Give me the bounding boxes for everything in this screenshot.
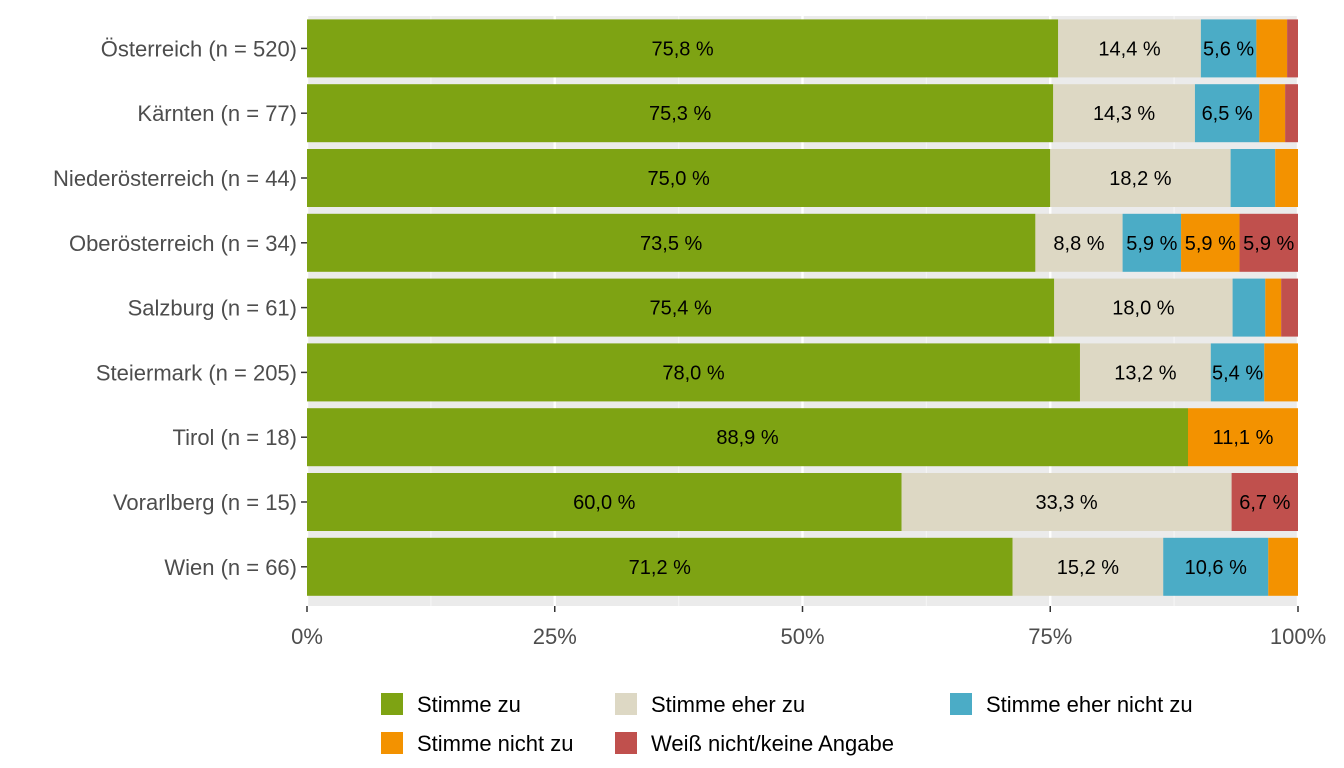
bar-segment bbox=[1281, 278, 1298, 337]
data-label: 60,0 % bbox=[573, 492, 635, 514]
bar-segment bbox=[1256, 19, 1288, 78]
data-label: 5,9 % bbox=[1185, 233, 1236, 255]
legend-swatch bbox=[381, 693, 403, 715]
bar-segment bbox=[1079, 343, 1211, 402]
bar-segment bbox=[901, 473, 1232, 531]
data-label: 8,8 % bbox=[1053, 233, 1104, 255]
legend-item: Weiß nicht/keine Angabe bbox=[615, 731, 894, 756]
data-label: 33,3 % bbox=[1035, 492, 1097, 514]
data-label: 5,4 % bbox=[1212, 362, 1263, 384]
bar-segment bbox=[307, 84, 1054, 143]
data-label: 14,4 % bbox=[1098, 38, 1160, 60]
data-label: 14,3 % bbox=[1093, 103, 1155, 125]
bar-segment bbox=[1163, 537, 1269, 596]
bar-segment bbox=[1035, 213, 1123, 272]
data-label: 5,9 % bbox=[1243, 233, 1294, 255]
bar-segment bbox=[307, 408, 1188, 467]
legend-swatch bbox=[950, 693, 972, 715]
category-label: Steiermark (n = 205) bbox=[96, 360, 297, 385]
legend-swatch bbox=[381, 732, 403, 754]
category-label: Vorarlberg (n = 15) bbox=[113, 490, 297, 515]
bar-segment bbox=[1012, 537, 1164, 596]
bar-segment bbox=[1210, 343, 1265, 402]
x-tick-label: 50% bbox=[780, 624, 824, 649]
bar-segment bbox=[307, 473, 902, 531]
data-label: 75,3 % bbox=[649, 103, 711, 125]
data-label: 15,2 % bbox=[1057, 557, 1119, 579]
legend-label: Stimme nicht zu bbox=[417, 731, 574, 756]
data-label: 10,6 % bbox=[1185, 557, 1247, 579]
legend-item: Stimme eher zu bbox=[615, 692, 805, 717]
data-label: 78,0 % bbox=[662, 362, 724, 384]
legend-item: Stimme nicht zu bbox=[381, 731, 574, 756]
bar-segment bbox=[1264, 343, 1298, 402]
data-label: 6,7 % bbox=[1239, 492, 1290, 514]
bar-segment bbox=[1187, 408, 1298, 467]
category-label: Niederösterreich (n = 44) bbox=[53, 166, 297, 191]
data-label: 71,2 % bbox=[629, 557, 691, 579]
bar-segment bbox=[307, 537, 1013, 596]
bar-segment bbox=[1231, 473, 1298, 531]
legend-swatch bbox=[615, 732, 637, 754]
bar-segment bbox=[1239, 213, 1298, 272]
legend-item: Stimme zu bbox=[381, 692, 521, 717]
legend-item: Stimme eher nicht zu bbox=[950, 692, 1193, 717]
data-label: 18,0 % bbox=[1112, 298, 1174, 320]
data-label: 88,9 % bbox=[716, 427, 778, 449]
legend: Stimme zu Stimme eher zu Stimme eher nicht… bbox=[381, 692, 1193, 756]
category-label: Kärnten (n = 77) bbox=[137, 101, 297, 126]
bar-segment bbox=[1285, 84, 1298, 143]
data-label: 75,4 % bbox=[649, 298, 711, 320]
bar-segment bbox=[1054, 278, 1233, 337]
legend-swatch bbox=[615, 693, 637, 715]
bar-segment bbox=[307, 149, 1051, 207]
bars bbox=[307, 19, 1298, 596]
bar-segment bbox=[1181, 213, 1240, 272]
category-label: Oberösterreich (n = 34) bbox=[69, 231, 297, 256]
category-label: Salzburg (n = 61) bbox=[128, 296, 297, 321]
bar-segment bbox=[1050, 149, 1231, 207]
bar-segment bbox=[1230, 149, 1276, 207]
bar-segment bbox=[1275, 149, 1298, 207]
bar-segment bbox=[1287, 19, 1298, 78]
x-axis: 0% 25% 50% 75% 100% bbox=[291, 606, 1326, 649]
bar-segment bbox=[1200, 19, 1257, 78]
x-tick-label: 100% bbox=[1270, 624, 1326, 649]
bar-segment bbox=[1232, 278, 1266, 337]
data-label: 13,2 % bbox=[1114, 362, 1176, 384]
bar-segment bbox=[307, 213, 1036, 272]
data-label: 11,1 % bbox=[1213, 427, 1274, 449]
bar-segment bbox=[1268, 537, 1298, 596]
legend-label: Weiß nicht/keine Angabe bbox=[651, 731, 894, 756]
data-label: 5,9 % bbox=[1126, 233, 1177, 255]
bar-segment bbox=[1122, 213, 1182, 272]
bar-segment bbox=[307, 343, 1080, 402]
x-tick-label: 75% bbox=[1028, 624, 1072, 649]
bar-segment bbox=[307, 19, 1059, 78]
bar-segment bbox=[1194, 84, 1260, 143]
data-label: 18,2 % bbox=[1109, 168, 1171, 190]
data-label: 75,8 % bbox=[651, 38, 713, 60]
bar-segment bbox=[307, 278, 1055, 337]
data-labels: 75,8 % 14,4 % 5,6 % 75,3 % 14,3 % 6,5 % 75,0 %… bbox=[573, 38, 1294, 578]
bar-segment bbox=[1265, 278, 1282, 337]
legend-label: Stimme zu bbox=[417, 692, 521, 717]
bar-segment bbox=[1058, 19, 1201, 78]
category-axis: Österreich (n = 520) Kärnten (n = 77) Nied… bbox=[53, 36, 307, 580]
bar-segment bbox=[1259, 84, 1286, 143]
legend-label: Stimme eher nicht zu bbox=[986, 692, 1193, 717]
data-label: 75,0 % bbox=[647, 168, 709, 190]
data-label: 73,5 % bbox=[640, 233, 702, 255]
x-tick-label: 0% bbox=[291, 624, 323, 649]
x-tick-label: 25% bbox=[533, 624, 577, 649]
data-label: 5,6 % bbox=[1203, 38, 1254, 60]
category-label: Wien (n = 66) bbox=[164, 555, 297, 580]
legend-label: Stimme eher zu bbox=[651, 692, 805, 717]
data-label: 6,5 % bbox=[1202, 103, 1253, 125]
bar-segment bbox=[1053, 84, 1195, 143]
category-label: Österreich (n = 520) bbox=[101, 36, 297, 61]
category-label: Tirol (n = 18) bbox=[172, 425, 297, 450]
